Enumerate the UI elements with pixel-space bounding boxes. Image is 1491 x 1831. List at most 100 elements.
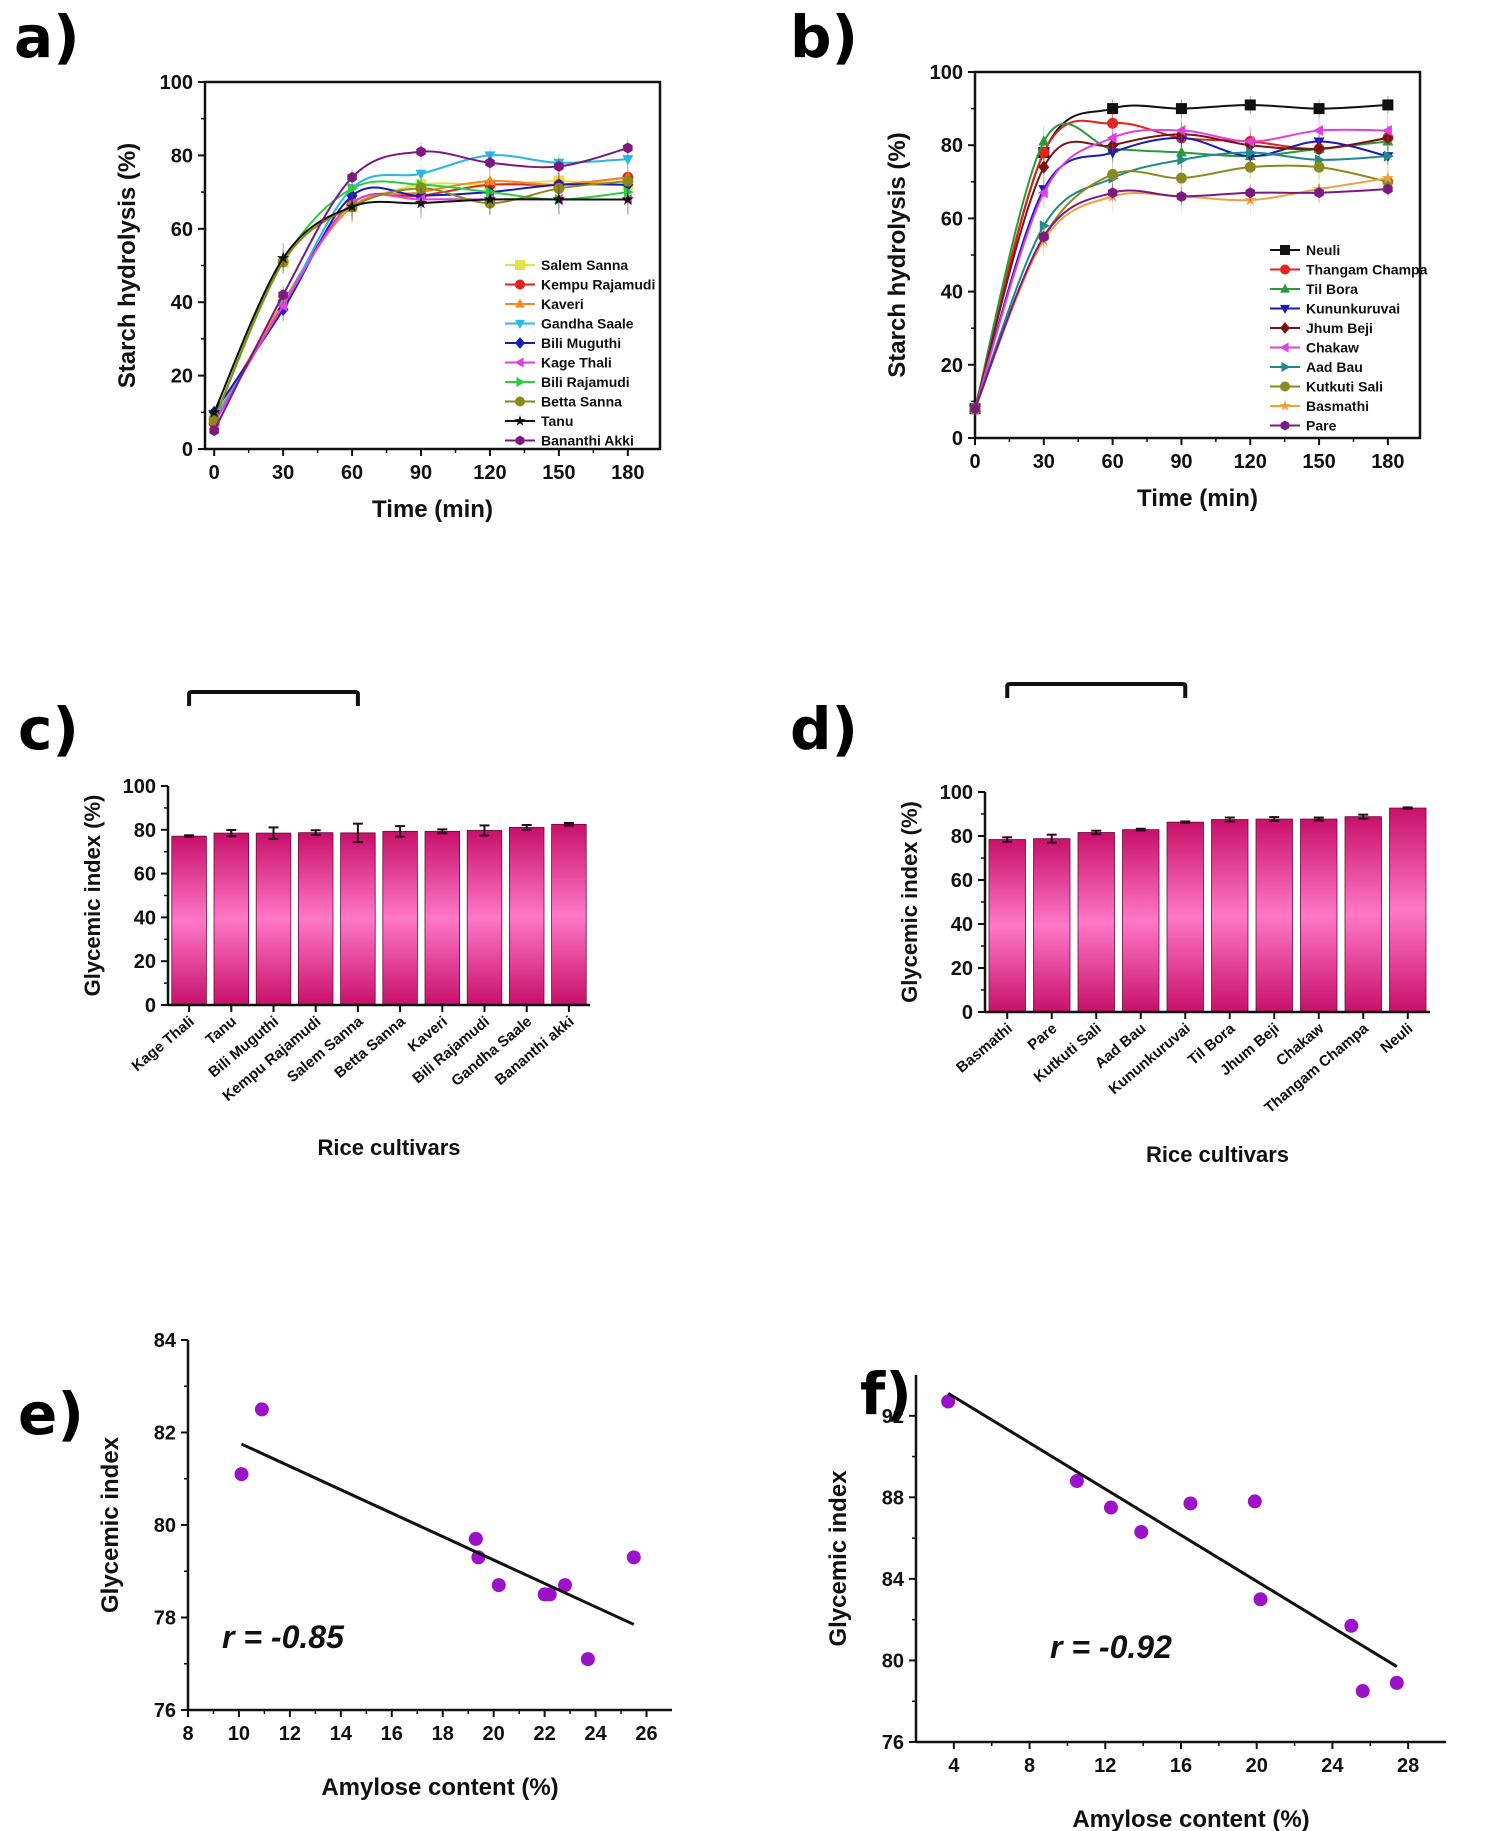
bar-tanu [213,829,250,1006]
bar-chakaw [1300,816,1338,1013]
y-tick-label: 80 [134,820,156,842]
bar [1077,832,1115,1013]
bar [340,832,376,1006]
data-point [1245,187,1256,199]
data-point [1246,147,1257,159]
x-tick-label: 12 [279,1723,301,1745]
data-point [1107,103,1119,115]
x-tick-label: 180 [611,462,644,484]
legend-label: Chakaw [1306,340,1359,356]
data-point [1244,136,1255,148]
correlation-annotation: r = -0.92 [1050,1629,1172,1665]
bar-thangam-champa [1344,813,1382,1013]
scatter-point [941,1394,956,1409]
x-tick-label: 180 [1371,451,1404,473]
data-point [485,157,495,169]
legend-item-aad-bau: Aad Bau [1270,359,1363,375]
y-tick-label: 40 [941,282,963,304]
x-axis-title: Amylose content (%) [1072,1806,1309,1831]
legend-item-betta-sanna: Betta Sanna [505,394,622,410]
legend-marker [515,396,525,407]
legend-item-kage-thali: Kage Thali [505,355,612,371]
data-point [1038,135,1050,146]
y-axis-title: Glycemic index (%) [897,801,922,1003]
y-tick-label: 84 [882,1569,905,1591]
x-tick-label: 16 [1170,1755,1192,1777]
data-point [209,425,219,437]
panel-label-a: a) [14,3,80,71]
data-point [348,182,359,194]
bar [255,832,292,1006]
x-tick-label: 24 [584,1723,607,1745]
y-tick-label: 40 [134,907,156,929]
bar [1255,818,1293,1013]
data-point [1106,132,1117,144]
legend-item-neuli: Neuli [1270,242,1340,258]
significance-bracket: * [1005,680,1188,698]
legend-marker [1281,362,1291,372]
scatter-points [941,1394,1404,1699]
bar-til-bora [1211,816,1249,1013]
y-tick-label: 100 [160,72,193,94]
bar-pare [1033,833,1071,1013]
x-tick-label: 26 [635,1723,657,1745]
scatter-point [1253,1592,1268,1607]
x-tick-label: 8 [1024,1755,1035,1777]
legend-item-kaveri: Kaveri [505,296,584,312]
legend-marker [515,298,525,308]
data-point [278,289,288,301]
x-tick-label: 0 [969,451,980,473]
legend-item-gandha-saale: Gandha Saale [505,316,634,332]
bar-salem-sanna [340,822,376,1006]
legend-label: Bili Rajamudi [541,374,630,390]
y-axis-title: Glycemic index [97,1436,124,1613]
chart-f-amylose-vs-gi: 76 80 84 88 92 4 8 12 16 20 24 28 Amylose content (%… [825,1375,1446,1831]
legend-label: Basmathi [1306,398,1369,414]
y-tick-label: 80 [951,826,973,848]
x-tick-label: 4 [948,1755,960,1777]
x-axis: 0 30 60 90 120 150 180 [209,449,645,484]
significance-label: * [258,680,269,694]
y-axis: 0 20 40 60 80 100 [940,782,985,1024]
y-tick-label: 60 [171,219,193,241]
line-kununkuruvai [974,136,1389,410]
x-tick-label: 30 [272,462,294,484]
panel-label-e: e) [18,1380,84,1448]
x-tick-label: 120 [1234,451,1267,473]
significance-brackets: ** ** * [1005,680,1188,698]
data-point [1038,160,1050,174]
y-tick-label: 40 [171,292,193,314]
legend-label: Kaveri [541,296,584,312]
data-point [345,200,359,213]
legend-item-bili-muguthi: Bili Muguthi [505,335,621,351]
data-point [1176,190,1187,202]
data-point [1107,117,1119,129]
x-tick-label: 16 [381,1723,403,1745]
bars [988,806,1427,1013]
y-tick-label: 80 [154,1515,176,1537]
legend-marker [514,415,526,426]
bar [382,830,418,1006]
data-point [416,146,426,158]
scatter-point [542,1587,557,1602]
x-axis: 4 8 12 16 20 24 28 [948,1742,1419,1777]
data-point [1313,161,1325,173]
bars [171,822,587,1006]
data-point [414,196,428,209]
data-point [1177,154,1188,166]
bar [508,826,545,1006]
legend-marker [1280,322,1290,334]
bracket-line [187,690,360,706]
data-point [1383,150,1394,162]
bar [171,835,207,1006]
data-point [208,405,221,418]
data-point [623,186,634,198]
x-tick-label: Pare [1024,1020,1060,1054]
significance-brackets: *** * [187,680,360,706]
scatter-point [1069,1474,1084,1489]
legend-item-salem-sanna: Salem Sanna [505,257,628,273]
y-axis: 0 20 40 60 80 100 [123,776,168,1017]
data-point [1039,231,1049,243]
data-point [621,192,635,205]
